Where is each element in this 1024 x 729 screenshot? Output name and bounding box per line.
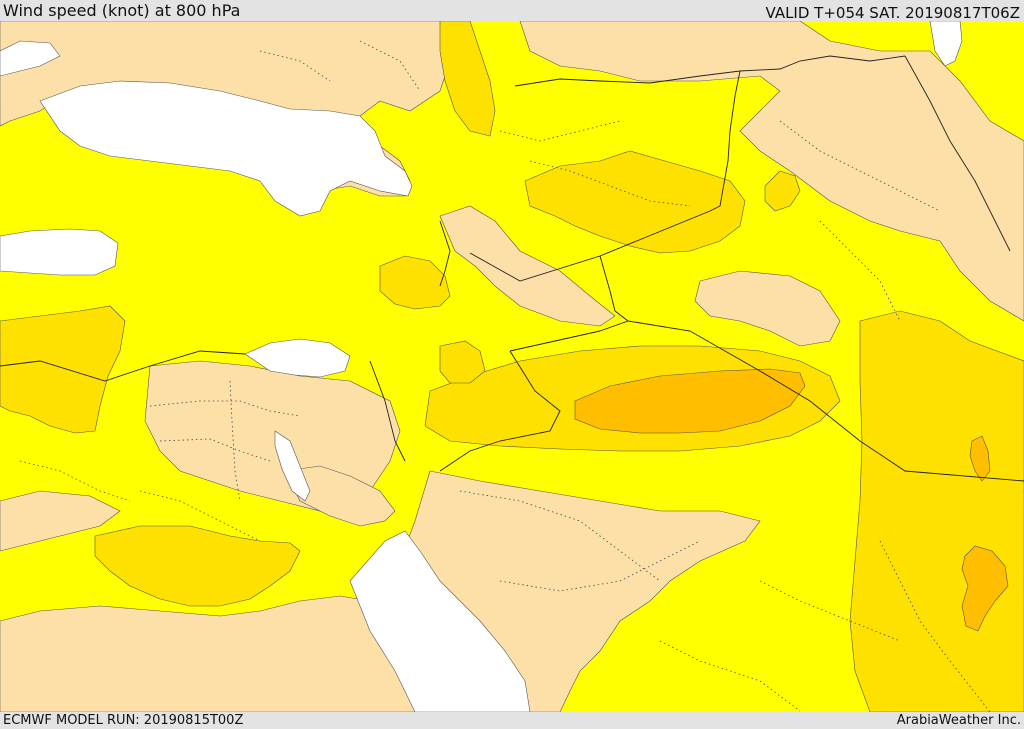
fresh-libya-north (0, 305, 126, 434)
light-wind-syrian-desert (694, 270, 841, 347)
fresh-libya-south (94, 525, 301, 607)
wind-speed-map[interactable] (0, 21, 1024, 712)
fresh-east-iran (849, 310, 1024, 712)
calm-caspian-west (929, 21, 963, 67)
calm-sinai-gulf (274, 430, 311, 502)
light-wind-levant (439, 205, 616, 327)
strong-wind-gulf (969, 435, 991, 482)
calm-aegean-south (39, 80, 413, 217)
border-jordan-iraq (599, 255, 629, 332)
province-borders (19, 40, 991, 712)
valid-time-label: VALID T+054 SAT. 20190817T06Z (765, 4, 1020, 22)
credit-label: ArabiaWeather Inc. (896, 713, 1021, 728)
light-wind-sinai (284, 465, 396, 527)
light-wind-caucasus-iran (519, 21, 1024, 322)
strong-wind-areas (574, 368, 1009, 632)
fresh-zagros (764, 170, 801, 212)
border-saudi-jordan-south (439, 350, 561, 472)
calm-wind-areas (0, 21, 963, 712)
border-israel-egypt (369, 360, 406, 462)
border-syria-iraq (709, 70, 741, 212)
map-title: Wind speed (knot) at 800 hPa (3, 1, 241, 20)
calm-aegean-north (0, 40, 61, 77)
calm-eastern-med-west (0, 228, 119, 276)
border-saudi-jordan (509, 330, 601, 352)
strong-wind-iran-south (961, 545, 1009, 632)
calm-red-sea (349, 530, 531, 712)
fresh-levant-small (439, 340, 486, 384)
border-jordan-saudi (469, 210, 711, 282)
header-bar: Wind speed (knot) at 800 hPa VALID T+054… (0, 0, 1024, 21)
border-iraq-iran (904, 55, 1011, 252)
strong-wind-iraq (574, 368, 806, 434)
footer-bar: ECMWF MODEL RUN: 20190815T00Z ArabiaWeat… (0, 712, 1024, 729)
fresh-west-anatolia (439, 21, 496, 137)
border-egypt-sudan (0, 350, 246, 382)
light-wind-areas (0, 21, 1024, 712)
border-saudi-iraq (627, 320, 1024, 482)
country-borders (0, 55, 1024, 482)
calm-nile-delta (244, 338, 351, 378)
model-run-label: ECMWF MODEL RUN: 20190815T00Z (3, 713, 244, 728)
light-wind-west-desert (0, 490, 121, 552)
fresh-syria (524, 150, 746, 254)
border-levant-north (439, 220, 451, 287)
fresh-levant-coast (379, 255, 451, 310)
